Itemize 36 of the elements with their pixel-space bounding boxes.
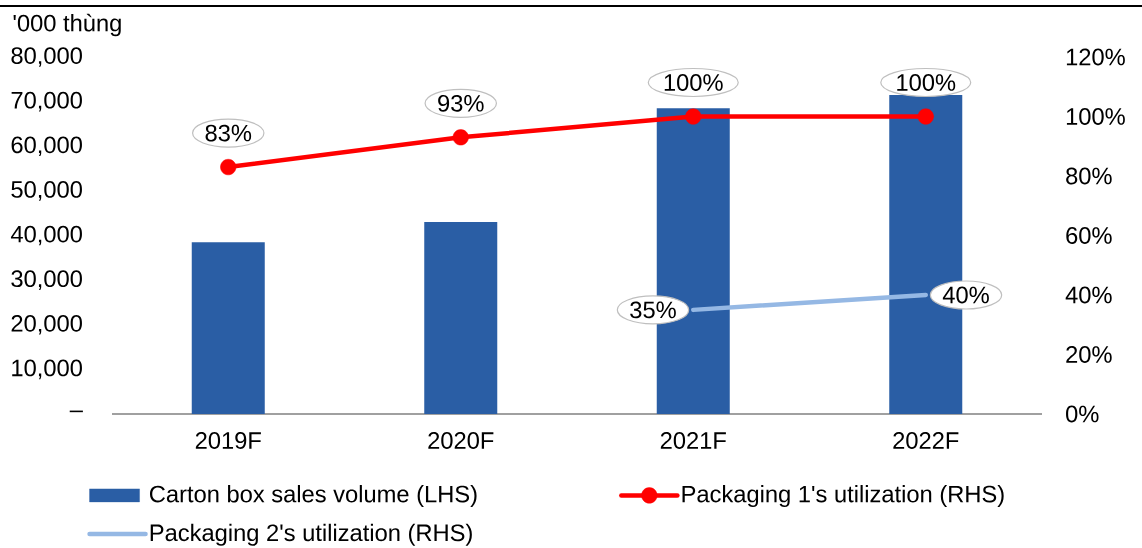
y2-tick-label: 100% (1066, 108, 1125, 125)
y-tick-label: 80,000 (11, 47, 82, 67)
y-tick-label: – (69, 410, 83, 413)
data-label: 35% (630, 301, 676, 319)
y-tick-label: 60,000 (11, 136, 82, 157)
data-label: 100% (664, 74, 723, 91)
x-tick-label: 2022F (893, 432, 959, 449)
y-tick-label: 50,000 (11, 181, 82, 201)
y2-tick-label: 80% (1066, 167, 1112, 185)
y-tick-label: 20,000 (11, 314, 82, 335)
y2-tick-label: 0% (1066, 405, 1099, 423)
y-tick-label: 70,000 (11, 91, 82, 112)
y2-tick-label: 120% (1066, 48, 1125, 66)
point (917, 108, 934, 125)
y2-tick-label: 20% (1066, 346, 1112, 363)
y2-tick-label: 60% (1066, 227, 1112, 244)
bar (191, 242, 265, 414)
data-label: 93% (438, 94, 484, 112)
point (452, 129, 469, 146)
y-axis-title: '000 thùng (13, 13, 121, 37)
x-tick-label: 2020F (428, 432, 494, 449)
y2-tick-label: 40% (1065, 286, 1112, 304)
legend-label: Carton box sales volume (LHS) (149, 485, 477, 508)
data-label: 40% (942, 286, 989, 304)
y-tick-label: 10,000 (12, 359, 82, 380)
point (685, 108, 702, 125)
bar (424, 222, 498, 414)
point (220, 159, 237, 176)
x-tick-label: 2019F (195, 432, 261, 449)
legend-label: Packaging 1's utilization (RHS) (682, 485, 1004, 508)
y-tick-label: 40,000 (10, 225, 82, 246)
data-label: 83% (205, 124, 252, 142)
data-label: 100% (897, 74, 956, 91)
legend-label: Packaging 2's utilization (RHS) (150, 523, 472, 546)
y-tick-label: 30,000 (11, 270, 82, 290)
x-tick-label: 2021F (660, 432, 726, 449)
